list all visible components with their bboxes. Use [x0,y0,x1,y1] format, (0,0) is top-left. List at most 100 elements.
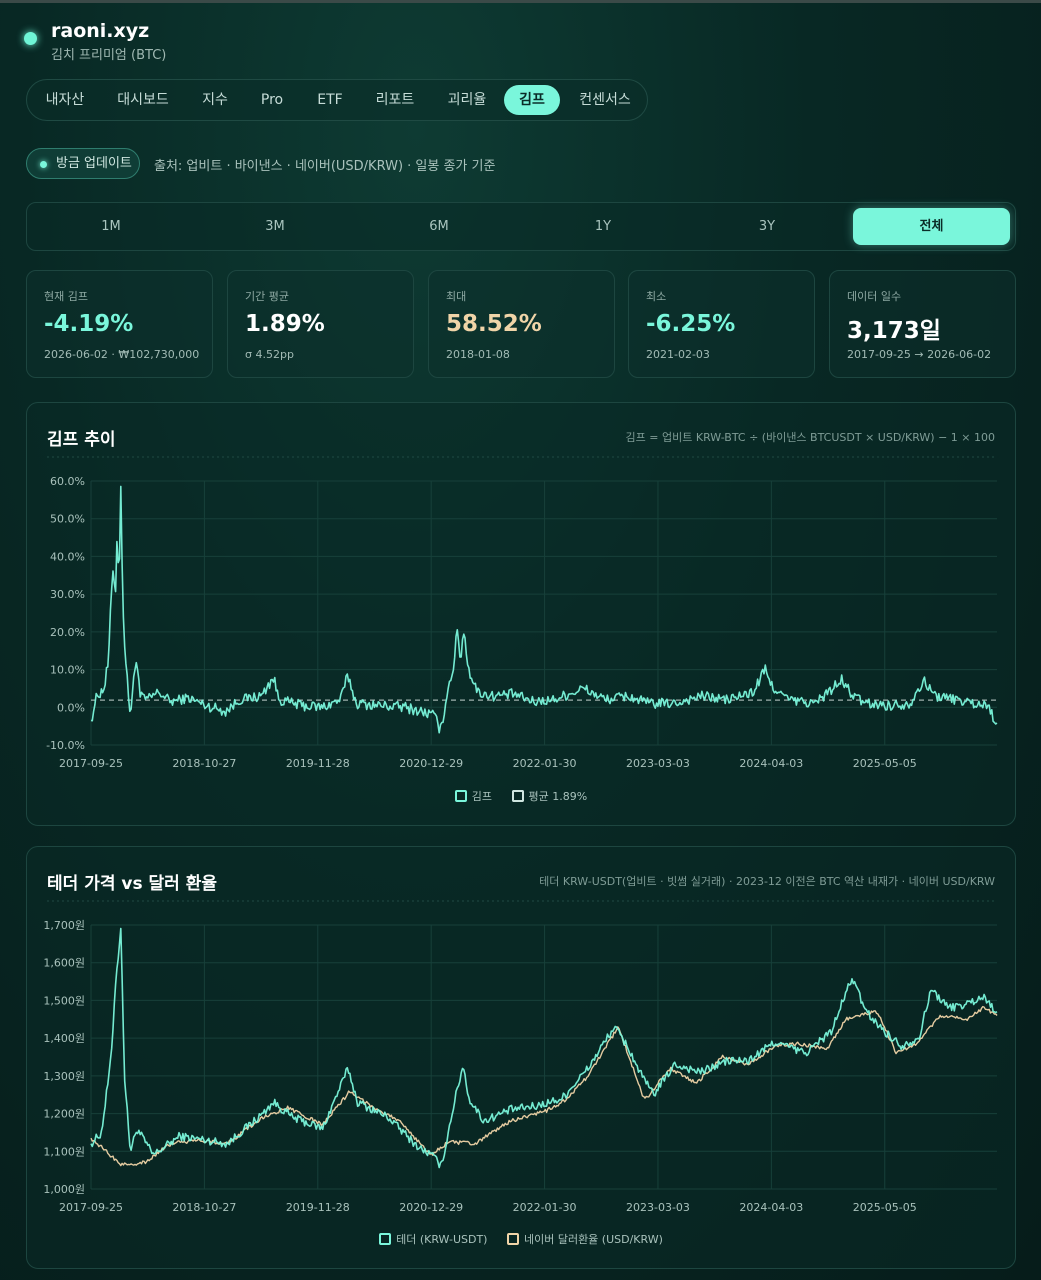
stat-value: -4.19% [44,311,134,337]
y-tick-label: 60.0% [50,475,85,488]
stat-card-current: 현재 김프 -4.19% 2026-06-02 · ₩102,730,000 [26,270,213,378]
nav-item-kimp[interactable]: 김프 [504,85,560,115]
stat-value: 58.52% [446,311,542,337]
stat-card-days: 데이터 일수 3,173일 2017-09-25 → 2026-06-02 [829,270,1016,378]
y-tick-label: 1,300원 [43,1070,85,1083]
stat-card-average: 기간 평균 1.89% σ 4.52pp [227,270,414,378]
y-tick-label: 1,700원 [43,919,85,932]
y-tick-label: 10.0% [50,664,85,677]
y-tick-label: 30.0% [50,588,85,601]
x-tick-label: 2024-04-03 [739,1201,803,1214]
chart-legend: 김프 평균 1.89% [27,788,1015,804]
y-tick-label: 1,600원 [43,957,85,970]
kimp-chart-panel: 김프 추이 김프 = 업비트 KRW-BTC ÷ (바이낸스 BTCUSDT ×… [26,402,1016,826]
x-tick-label: 2024-04-03 [739,757,803,770]
x-tick-label: 2023-03-03 [626,757,690,770]
y-tick-label: 1,200원 [43,1108,85,1121]
x-tick-label: 2018-10-27 [172,1201,236,1214]
chart-legend: 테더 (KRW-USDT) 네이버 달러환율 (USD/KRW) [27,1231,1015,1247]
range-1m[interactable]: 1M [101,219,121,234]
tether-chart-panel: 테더 가격 vs 달러 환율 테더 KRW-USDT(업비트 · 빗썸 실거래)… [26,846,1016,1269]
legend-swatch-icon [454,790,467,802]
x-tick-label: 2020-12-29 [399,1201,463,1214]
y-tick-label: 1,000원 [43,1183,85,1196]
x-tick-label: 2020-12-29 [399,757,463,770]
main-nav: 내자산 대시보드 지수 Pro ETF 리포트 괴리율 김프 컨센서스 [26,79,648,121]
stat-label: 기간 평균 [245,290,289,303]
nav-item-consensus[interactable]: 컨센서스 [579,92,631,108]
legend-swatch-icon [506,1233,519,1245]
y-tick-label: 40.0% [50,550,85,563]
stat-value: 3,173일 [847,318,941,344]
y-tick-label: -10.0% [46,739,85,752]
legend-label: 평균 1.89% [528,790,588,803]
stat-sub: 2026-06-02 · ₩102,730,000 [44,348,200,361]
legend-swatch-icon [379,1233,392,1245]
y-tick-label: 0.0% [57,701,85,714]
chart-formula-note: 김프 = 업비트 KRW-BTC ÷ (바이낸스 BTCUSDT × USD/K… [625,431,995,444]
tether-line-chart[interactable]: 1,700원 1,600원 1,500원 1,400원 1,300원 1,200원 1,10… [27,847,1015,1268]
stat-sub: σ 4.52pp [245,348,294,361]
update-badge-label: 방금 업데이트 [56,156,132,171]
y-tick-label: 50.0% [50,513,85,526]
legend-label: 테더 (KRW-USDT) [396,1233,488,1246]
brand-subtitle: 김치 프리미엄 (BTC) [51,48,167,63]
stat-sub: 2017-09-25 → 2026-06-02 [847,348,992,361]
x-tick-label: 2025-05-05 [853,1201,917,1214]
nav-item-assets[interactable]: 내자산 [45,92,85,108]
window-top-border [0,0,1041,3]
stat-value: -6.25% [646,311,736,337]
y-tick-label: 1,500원 [43,994,85,1007]
nav-item-report[interactable]: 리포트 [375,92,415,108]
legend-item-mean[interactable]: 평균 1.89% [511,788,588,804]
stat-sub: 2021-02-03 [646,348,710,361]
stat-sub: 2018-01-08 [446,348,510,361]
x-tick-label: 2019-11-28 [286,1201,350,1214]
nav-item-pro[interactable]: Pro [260,92,284,108]
x-tick-label: 2018-10-27 [172,757,236,770]
stat-card-min: 최소 -6.25% 2021-02-03 [628,270,815,378]
stat-label: 현재 김프 [44,290,88,303]
legend-item-usdkrw[interactable]: 네이버 달러환율 (USD/KRW) [506,1231,663,1247]
x-tick-label: 2025-05-05 [853,757,917,770]
update-badge: 방금 업데이트 [26,148,140,179]
chart-title: 테더 가격 vs 달러 환율 [47,874,217,894]
range-3m[interactable]: 3M [265,219,285,234]
nav-item-etf[interactable]: ETF [317,92,343,108]
data-source-text: 출처: 업비트 · 바이낸스 · 네이버(USD/KRW) · 일봉 종가 기준 [154,159,496,174]
stat-label: 최대 [446,290,467,303]
x-tick-label: 2019-11-28 [286,757,350,770]
x-tick-label: 2022-01-30 [513,757,577,770]
legend-swatch-icon [511,790,524,802]
y-tick-label: 1,100원 [43,1145,85,1158]
nav-item-dashboard[interactable]: 대시보드 [117,92,169,108]
stat-value: 1.89% [245,311,325,337]
chart-source-note: 테더 KRW-USDT(업비트 · 빗썸 실거래) · 2023-12 이전은 … [539,875,995,888]
series-line [90,927,998,1169]
chart-title: 김프 추이 [47,430,116,450]
stat-card-max: 최대 58.52% 2018-01-08 [428,270,615,378]
live-dot-icon [40,161,47,168]
range-all[interactable]: 전체 [853,208,1010,245]
nav-item-index[interactable]: 지수 [202,92,228,108]
series-line [90,1005,998,1167]
range-selector: 1M 3M 6M 1Y 3Y 전체 [26,202,1016,251]
x-tick-label: 2017-09-25 [59,757,123,770]
range-1y[interactable]: 1Y [594,219,612,234]
legend-label: 네이버 달러환율 (USD/KRW) [523,1233,663,1246]
x-tick-label: 2017-09-25 [59,1201,123,1214]
legend-item-kimp[interactable]: 김프 [454,788,492,804]
range-6m[interactable]: 6M [429,219,449,234]
brand-dot-icon [24,32,37,45]
range-3y[interactable]: 3Y [758,219,776,234]
x-tick-label: 2022-01-30 [513,1201,577,1214]
brand-name[interactable]: raoni.xyz [51,20,150,42]
stat-label: 데이터 일수 [847,290,902,303]
y-tick-label: 20.0% [50,626,85,639]
series-line [90,485,998,734]
stat-label: 최소 [646,290,667,303]
legend-item-tether[interactable]: 테더 (KRW-USDT) [379,1231,487,1247]
nav-item-divergence[interactable]: 괴리율 [447,92,487,108]
y-tick-label: 1,400원 [43,1032,85,1045]
kimp-line-chart[interactable]: 60.0% 50.0% 40.0% 30.0% 20.0% 10.0% 0.0% -10.0%… [27,403,1015,825]
